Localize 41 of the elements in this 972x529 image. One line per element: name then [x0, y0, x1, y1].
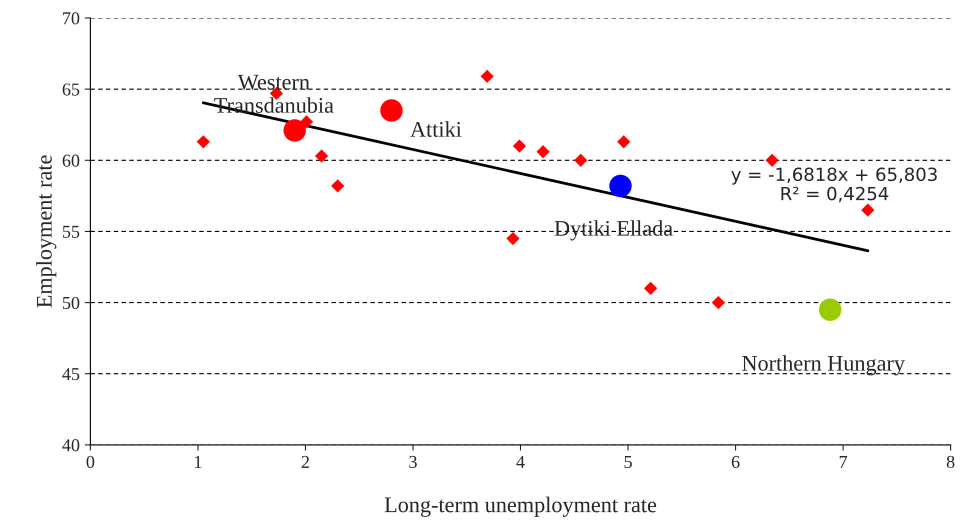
annotation: y = -1,6818x + 65,803 [731, 168, 937, 185]
point [818, 298, 842, 321]
y-tick-label: 40 [62, 439, 80, 452]
point [861, 204, 874, 217]
point [574, 154, 588, 167]
point [512, 139, 526, 153]
y-tick-label: 60 [62, 154, 80, 167]
x-tick-label: 4 [516, 456, 525, 468]
annotation: Western Transdanubia [214, 74, 334, 113]
x-tick-label: 1 [195, 456, 202, 468]
x-tick-label: 2 [302, 456, 309, 468]
x-tick-label: 5 [624, 456, 632, 468]
y-tick-label: 65 [62, 83, 80, 96]
y-tick-label: 50 [62, 296, 80, 310]
x-tick-label: 7 [840, 456, 848, 468]
y-tick-label: 45 [62, 368, 80, 380]
x-tick-label: 3 [409, 456, 417, 468]
x-tick-label: 8 [946, 456, 954, 468]
x-tick-label: 6 [732, 456, 740, 468]
point [480, 70, 494, 83]
annotation: Northern Hungary [742, 355, 905, 376]
point [314, 149, 328, 163]
annotation: Dytiki Ellada [554, 220, 673, 240]
point [712, 296, 725, 310]
y-tick-label: 70 [63, 12, 80, 24]
x-tick-label: 0 [86, 456, 94, 468]
point [644, 282, 658, 295]
point [380, 99, 403, 122]
y-tick-label: 55 [62, 226, 80, 238]
point [536, 145, 550, 158]
y-axis-title: Employment rate [36, 155, 56, 308]
point [609, 174, 632, 198]
annotation: R² = 0,4254 [781, 186, 888, 202]
point [766, 154, 779, 167]
point [284, 119, 306, 142]
point [506, 232, 520, 246]
point [331, 179, 344, 192]
point [617, 135, 630, 148]
x-axis-title: Long-term unemployment rate [384, 496, 656, 517]
annotation: Attiki [410, 121, 462, 137]
point [196, 135, 210, 148]
